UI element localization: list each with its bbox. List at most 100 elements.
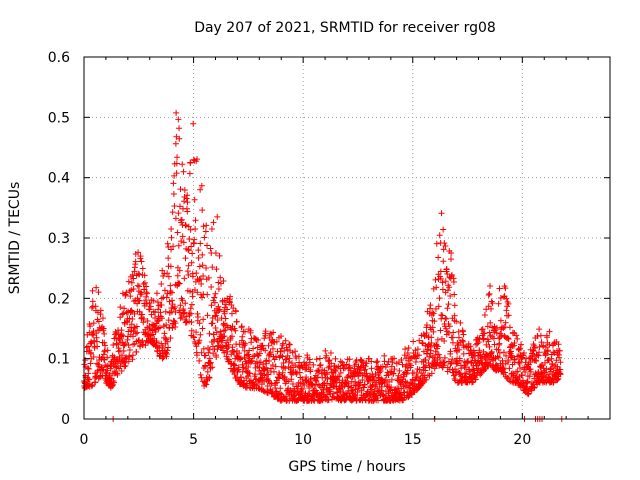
data-point — [553, 357, 560, 364]
data-point — [171, 304, 178, 311]
data-point — [215, 286, 222, 293]
data-point — [199, 262, 206, 269]
data-point — [93, 284, 100, 291]
data-point — [531, 375, 538, 382]
data-point — [228, 301, 235, 308]
data-point — [205, 349, 212, 356]
data-point — [423, 330, 430, 337]
data-point — [330, 390, 337, 397]
data-point — [551, 340, 558, 347]
data-point — [506, 377, 513, 384]
data-point — [127, 307, 134, 314]
data-point — [495, 354, 502, 361]
data-point — [448, 250, 455, 257]
data-point — [270, 329, 277, 336]
data-point — [133, 323, 140, 330]
data-point — [121, 363, 128, 370]
data-point — [313, 356, 320, 363]
data-point — [354, 389, 361, 396]
data-point — [340, 389, 347, 396]
data-point — [409, 382, 416, 389]
data-point — [268, 365, 275, 372]
data-point — [437, 327, 444, 334]
data-point — [185, 247, 192, 254]
data-point — [182, 222, 189, 229]
data-point — [166, 298, 173, 305]
data-point — [433, 284, 440, 291]
data-point — [422, 362, 429, 369]
data-point — [459, 337, 466, 344]
data-point — [175, 116, 182, 123]
data-point — [299, 376, 306, 383]
data-point — [362, 396, 369, 403]
data-point — [430, 328, 437, 335]
data-point — [182, 300, 189, 307]
data-point — [197, 186, 204, 193]
data-point — [196, 337, 203, 344]
data-point — [129, 352, 136, 359]
data-point — [200, 345, 207, 352]
data-point — [125, 342, 132, 349]
data-point — [196, 263, 203, 270]
data-point — [264, 382, 271, 389]
data-point — [217, 328, 224, 335]
data-point — [89, 298, 96, 305]
data-point — [213, 353, 220, 360]
data-point — [176, 203, 183, 210]
data-point — [439, 286, 446, 293]
data-point — [252, 335, 259, 342]
data-point — [544, 334, 551, 341]
data-point — [120, 332, 127, 339]
data-point — [382, 376, 389, 383]
data-point — [198, 349, 205, 356]
data-point — [519, 372, 526, 379]
data-point — [239, 333, 246, 340]
data-point — [239, 361, 246, 368]
data-point — [290, 393, 297, 400]
data-point — [139, 265, 146, 272]
data-point — [336, 373, 343, 380]
data-point — [544, 347, 551, 354]
data-point — [556, 354, 563, 361]
data-point — [207, 359, 214, 366]
data-point — [445, 301, 452, 308]
data-point — [495, 346, 502, 353]
data-point — [190, 120, 197, 127]
data-point — [531, 384, 538, 391]
data-point — [437, 268, 444, 275]
data-point — [120, 310, 127, 317]
data-point — [306, 359, 313, 366]
data-point — [404, 350, 411, 357]
data-point — [209, 364, 216, 371]
data-point — [487, 319, 494, 326]
data-point — [227, 293, 234, 300]
data-point — [176, 267, 183, 274]
data-point — [175, 210, 182, 217]
data-point — [146, 306, 153, 313]
data-point — [307, 376, 314, 383]
data-point — [460, 331, 467, 338]
data-point — [400, 397, 407, 404]
data-point — [94, 343, 101, 350]
data-point — [198, 280, 205, 287]
data-point — [396, 367, 403, 374]
data-point — [174, 272, 181, 279]
chart-title: Day 207 of 2021, SRMTID for receiver rg0… — [194, 20, 496, 36]
data-point — [407, 362, 414, 369]
data-point — [337, 387, 344, 394]
data-point — [150, 308, 157, 315]
data-point — [219, 337, 226, 344]
data-point — [170, 305, 177, 312]
data-point — [468, 379, 475, 386]
data-point — [513, 332, 520, 339]
data-point — [403, 370, 410, 377]
data-point — [448, 360, 455, 367]
data-point — [246, 347, 253, 354]
data-point — [532, 357, 539, 364]
data-point — [191, 196, 198, 203]
data-point — [104, 367, 111, 374]
data-point — [213, 266, 220, 273]
data-point — [446, 323, 453, 330]
data-point — [130, 333, 137, 340]
